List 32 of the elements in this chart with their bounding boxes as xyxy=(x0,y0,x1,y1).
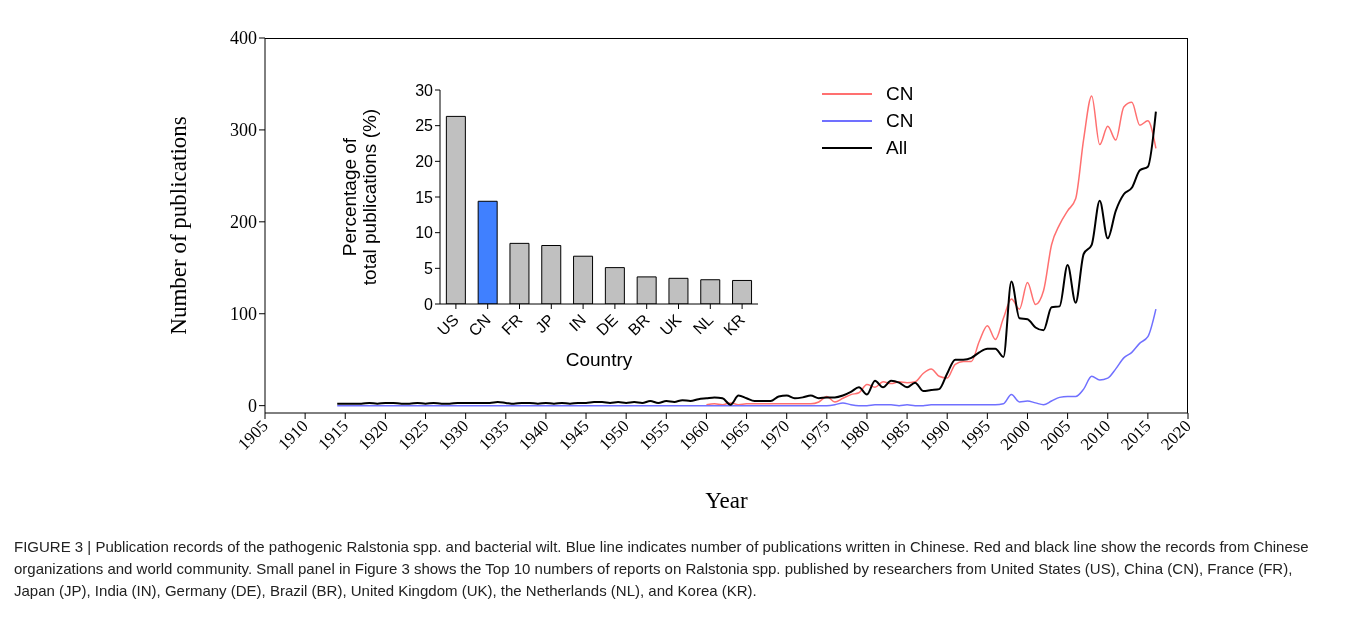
y-tick-label: 15 xyxy=(415,188,434,206)
x-tick-label: DE xyxy=(593,310,621,339)
x-tick-label: NL xyxy=(689,310,717,338)
y-tick-label: 400 xyxy=(230,28,257,49)
line-series xyxy=(336,110,1157,406)
y-tick-label: 25 xyxy=(415,117,434,135)
y-tick-label: 300 xyxy=(230,120,257,141)
y-tick-label: 0 xyxy=(248,396,257,417)
x-tick-label: BR xyxy=(624,310,653,339)
x-tick-label: KR xyxy=(720,310,749,339)
y-tick-label: 10 xyxy=(415,224,434,242)
y-tick-label: 30 xyxy=(415,81,434,99)
line-series xyxy=(336,308,1157,407)
x-tick-label: JP xyxy=(532,310,558,337)
x-tick-label: FR xyxy=(498,310,526,339)
x-tick-label: UK xyxy=(656,310,685,339)
x-tick-label: CN xyxy=(465,310,494,340)
y-tick-label: 5 xyxy=(424,260,434,278)
y-tick-label: 20 xyxy=(415,153,434,171)
x-tick-label: US xyxy=(434,310,462,339)
x-tick-label: IN xyxy=(565,310,590,335)
y-axis-title: Number of publications xyxy=(166,116,191,335)
y-tick-label: 100 xyxy=(230,304,257,325)
legend-label: CN xyxy=(886,82,914,106)
y-axis-title: Percentage of total publications (%) xyxy=(338,108,381,286)
x-axis-title: Year xyxy=(705,488,749,513)
y-tick-label: 0 xyxy=(424,295,434,313)
x-axis-title: Country xyxy=(565,349,633,370)
legend-label: All xyxy=(886,136,908,160)
legend-label: CN xyxy=(886,109,914,133)
y-tick-label: 200 xyxy=(230,212,257,233)
caption: FIGURE 3 | Publication records of the pathogenic Ralstonia spp. and bacterial wilt. Blue line indicates number of publications written in Chinese. Red and black line show the records from Chinese organizations and world community. Small panel in Figure 3 shows the Top 10 numbers of reports on Ralstonia spp. published by researchers from United States (US), China (CN), France (FR), Japan (JP), India (IN), Germany (DE), Brazil (BR), United Kingdom (UK), the Netherlands (NL), and Korea (KR). xyxy=(14,537,1310,601)
